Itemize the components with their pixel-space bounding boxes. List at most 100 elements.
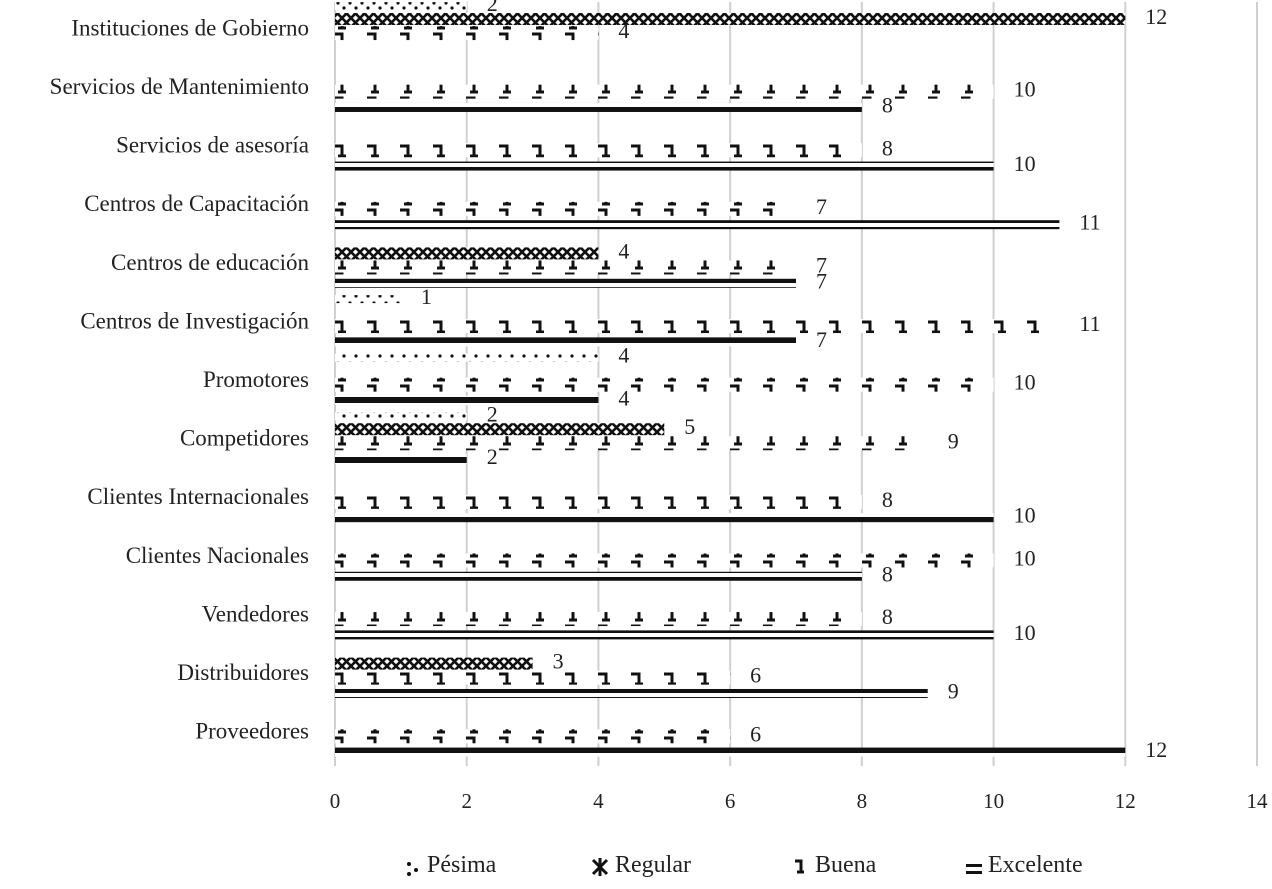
data-label-buena-instituciones-de-gobierno: 4: [618, 18, 629, 43]
category-label-servicios-de-mantenimiento: Servicios de Mantenimiento: [50, 74, 309, 99]
category-label-centros-de-capacitacion: Centros de Capacitación: [84, 191, 309, 216]
bar-buena-clientes-internacionales: [335, 494, 862, 509]
bar-excelente-competidores: [335, 454, 467, 464]
data-label-excelente-servicios-de-mantenimiento: 8: [882, 93, 893, 118]
category-labels: Instituciones de Gobierno Servicios de Ma…: [50, 15, 310, 743]
bar-excelente-clientes-internacionales: [335, 513, 994, 523]
bar-buena-promotores: [335, 377, 994, 392]
category-label-instituciones-de-gobierno: Instituciones de Gobierno: [71, 15, 309, 40]
data-label-regular-instituciones-de-gobierno: 12: [1145, 4, 1167, 29]
bar-buena-instituciones-de-gobierno: [335, 26, 599, 41]
legend-marker-pesima-icon: [407, 862, 418, 876]
category-label-clientes-nacionales: Clientes Nacionales: [126, 543, 309, 568]
category-label-vendedores: Vendedores: [202, 601, 309, 626]
data-label-excelente-servicios-de-asesoria: 10: [1014, 151, 1036, 176]
bars: [335, 2, 1126, 757]
legend-item-buena: Buena: [795, 852, 877, 878]
data-label-excelente-competidores: 2: [487, 444, 498, 469]
bar-buena-proveedores: [335, 729, 731, 744]
data-label-buena-servicios-de-mantenimiento: 10: [1014, 77, 1036, 102]
category-label-centros-de-educacion: Centros de educación: [111, 250, 309, 275]
x-tick-label-8: 8: [857, 789, 868, 813]
data-label-excelente-clientes-internacionales: 10: [1014, 503, 1036, 528]
data-label-excelente-vendedores: 10: [1014, 620, 1036, 645]
x-tick-label-10: 10: [983, 789, 1004, 813]
data-label-buena-proveedores: 6: [750, 721, 761, 746]
data-label-buena-centros-de-educacion: 7: [816, 253, 827, 278]
data-label-buena-competidores: 9: [948, 428, 959, 453]
legend-item-excelente: Excelente: [966, 852, 1083, 878]
x-axis-ticks: 0 2 4 6 8 10 12 14: [330, 789, 1268, 813]
bar-buena-competidores: [335, 436, 928, 451]
bar-pesima-promotores: [335, 353, 599, 362]
category-label-competidores: Competidores: [180, 426, 309, 451]
bar-pesima-centros-de-investigacion: [335, 295, 401, 304]
category-label-servicios-de-asesoria: Servicios de asesoría: [116, 133, 309, 158]
bar-buena-servicios-de-mantenimiento: [335, 84, 994, 99]
legend-marker-regular-icon: [591, 858, 609, 876]
data-label-pesima-competidores: 2: [487, 401, 498, 426]
category-label-centros-de-investigacion: Centros de Investigación: [80, 308, 309, 333]
bar-regular-instituciones-de-gobierno: [335, 12, 1126, 25]
data-labels: 2124108810711477111741042592810108810369…: [421, 0, 1167, 762]
bar-excelente-vendedores: [335, 630, 994, 640]
bar-excelente-centros-de-investigacion: [335, 337, 796, 347]
legend-label-excelente: Excelente: [988, 852, 1083, 878]
category-label-distribuidores: Distribuidores: [177, 660, 309, 685]
legend: Pésima Regular Buena Excelente: [407, 852, 1083, 878]
legend-label-regular: Regular: [615, 852, 691, 878]
x-tick-label-12: 12: [1115, 789, 1136, 813]
category-label-promotores: Promotores: [203, 367, 309, 392]
bar-regular-competidores: [335, 423, 665, 436]
data-label-buena-servicios-de-asesoria: 8: [882, 135, 893, 160]
x-tick-label-0: 0: [330, 789, 341, 813]
legend-label-pesima: Pésima: [427, 852, 497, 878]
bar-excelente-clientes-nacionales: [335, 571, 862, 581]
bar-buena-vendedores: [335, 612, 862, 627]
data-label-excelente-proveedores: 12: [1145, 737, 1167, 762]
data-label-buena-promotores: 10: [1014, 370, 1036, 395]
data-label-pesima-instituciones-de-gobierno: 2: [487, 0, 498, 16]
legend-marker-buena-icon: [795, 859, 804, 874]
bar-excelente-centros-de-educacion: [335, 278, 796, 288]
data-label-regular-centros-de-educacion: 4: [618, 238, 629, 263]
data-label-pesima-centros-de-investigacion: 1: [421, 284, 432, 309]
bar-excelente-centros-de-capacitacion: [335, 220, 1060, 230]
x-tick-label-4: 4: [593, 789, 604, 813]
x-tick-label-2: 2: [461, 789, 472, 813]
data-label-buena-centros-de-investigacion: 11: [1079, 311, 1100, 336]
category-label-proveedores: Proveedores: [195, 719, 309, 744]
bar-pesima-competidores: [335, 412, 467, 421]
data-label-regular-distribuidores: 3: [553, 649, 564, 674]
data-label-buena-centros-de-capacitacion: 7: [816, 194, 827, 219]
bar-excelente-servicios-de-asesoria: [335, 161, 994, 171]
bar-buena-clientes-nacionales: [335, 553, 994, 568]
bar-buena-centros-de-educacion: [335, 260, 796, 275]
bar-buena-distribuidores: [335, 670, 731, 685]
data-label-excelente-centros-de-investigacion: 7: [816, 327, 827, 352]
bar-pesima-instituciones-de-gobierno: [335, 2, 467, 11]
legend-item-pesima: Pésima: [407, 852, 497, 878]
x-tick-label-6: 6: [725, 789, 736, 813]
legend-marker-excelente-icon: [966, 864, 982, 874]
bar-regular-distribuidores: [335, 657, 533, 670]
category-label-clientes-internacionales: Clientes Internacionales: [87, 484, 309, 509]
x-tick-label-14: 14: [1247, 789, 1269, 813]
data-label-excelente-promotores: 4: [618, 386, 629, 411]
bar-buena-centros-de-capacitacion: [335, 201, 796, 216]
bar-buena-centros-de-investigacion: [335, 319, 1060, 334]
data-label-regular-competidores: 5: [684, 414, 695, 439]
bar-excelente-promotores: [335, 395, 599, 405]
bar-excelente-proveedores: [335, 747, 1126, 757]
bar-buena-servicios-de-asesoria: [335, 143, 862, 158]
data-label-excelente-distribuidores: 9: [948, 679, 959, 704]
bar-excelente-servicios-de-mantenimiento: [335, 102, 862, 112]
data-label-buena-distribuidores: 6: [750, 663, 761, 688]
data-label-buena-clientes-internacionales: 8: [882, 487, 893, 512]
data-label-excelente-centros-de-capacitacion: 11: [1079, 210, 1100, 235]
legend-label-buena: Buena: [815, 852, 877, 878]
data-label-pesima-promotores: 4: [618, 343, 629, 368]
bar-regular-centros-de-educacion: [335, 247, 599, 260]
